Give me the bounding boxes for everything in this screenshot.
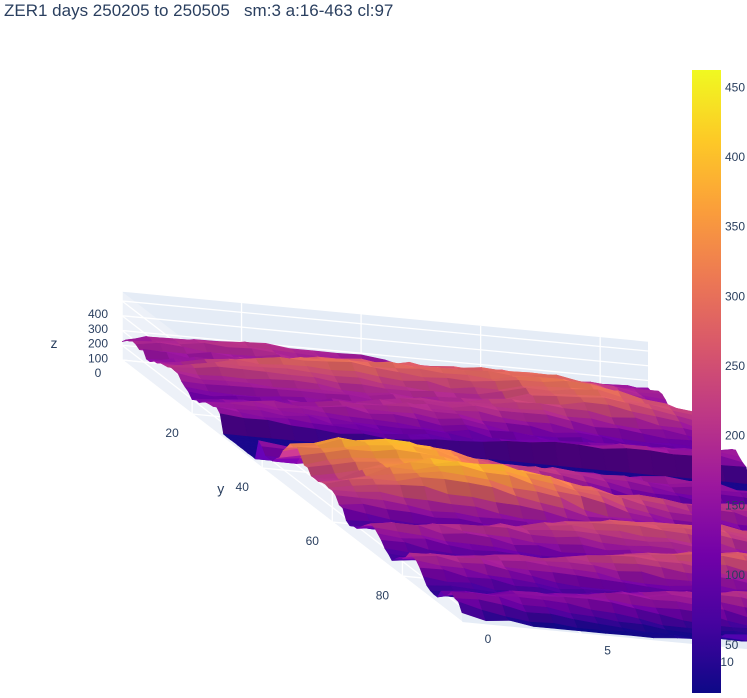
surface-cell [730, 509, 747, 518]
surface-cell [506, 440, 535, 465]
surface-cell [727, 620, 747, 629]
surface-cell [409, 390, 439, 398]
surface-cell [731, 538, 747, 552]
surface-cell [730, 627, 747, 634]
y-tick-label: 40 [236, 480, 250, 494]
surface-cell [724, 481, 747, 487]
surface-cell [437, 418, 467, 427]
surface-cell [591, 522, 621, 532]
x-tick-label: 10 [720, 655, 734, 669]
colorbar: 50 100 150 200 250 300 350 400 450 [692, 70, 745, 693]
x-tick-label: 0 [485, 632, 492, 646]
z-tick-label: 200 [88, 337, 108, 351]
surface-cell [729, 484, 747, 489]
surface-cell [194, 366, 223, 377]
surface-cell [722, 555, 747, 573]
z-tick-label: 0 [95, 366, 102, 380]
colorbar-tick-label: 50 [725, 638, 739, 652]
surface-cell [727, 503, 747, 512]
colorbar-tick-label: 250 [725, 359, 745, 373]
y-tick-label: 60 [306, 534, 320, 548]
y-tick-label: 80 [376, 588, 390, 602]
surface-cell [737, 592, 747, 600]
surface-cell [721, 524, 747, 536]
surface-cell [740, 597, 747, 609]
x-tick-label: 5 [604, 644, 611, 658]
surface-cell [744, 607, 747, 615]
surface-cell [739, 552, 747, 557]
z-gridline [121, 315, 649, 367]
surface-cell [736, 490, 747, 494]
surface-cell [352, 484, 381, 493]
surface-cell [327, 361, 356, 372]
surface-cell [626, 448, 655, 476]
surface-cell [739, 492, 747, 499]
colorbar-tick-label: 100 [725, 568, 745, 582]
surface-cell [578, 444, 607, 472]
colorbar-tick-label: 200 [725, 429, 745, 443]
surface-cell [551, 529, 580, 538]
surface-cell [725, 531, 747, 540]
surface-cell [733, 579, 747, 591]
surface-cell [255, 357, 285, 366]
surface-cell [610, 555, 639, 565]
surface-cell [656, 524, 686, 529]
surface-mesh[interactable] [121, 336, 747, 666]
colorbar-gradient [692, 70, 721, 693]
axes: 05101520x20406080y0100200300400z [51, 307, 735, 669]
colorbar-tick-label: 150 [725, 498, 745, 512]
colorbar-tick-label: 450 [725, 80, 745, 94]
surface-cell [372, 449, 401, 460]
surface-cell [720, 602, 747, 618]
surface-cell [553, 432, 583, 439]
surface-cell [723, 609, 747, 627]
z-gridline [121, 329, 649, 382]
surface-cell [554, 441, 583, 470]
z-wall-gridline [121, 359, 463, 623]
y-axis-title: y [217, 481, 224, 497]
z-gridline [121, 300, 649, 352]
surface-cell [734, 512, 747, 527]
surface-cell [243, 418, 272, 440]
y-tick-label: 20 [165, 426, 179, 440]
surface-cell [482, 440, 511, 462]
z-wall-gridline [121, 344, 463, 608]
surface-cell [375, 458, 405, 463]
z-axis-title: z [51, 335, 58, 351]
colorbar-tick-label: 400 [725, 150, 745, 164]
surface-cell [602, 448, 631, 474]
surface-cell [530, 441, 559, 467]
surface-cell [650, 450, 679, 478]
surface-cell [526, 612, 555, 624]
colorbar-tick-label: 300 [725, 289, 745, 303]
z-tick-label: 100 [88, 351, 108, 365]
z-tick-label: 400 [88, 307, 108, 321]
chart-title: ZER1 days 250205 to 250505 sm:3 a:16-463… [4, 1, 394, 20]
surface-cell [742, 555, 747, 562]
surface-cell [558, 544, 587, 554]
z-tick-label: 300 [88, 322, 108, 336]
surface-cell [728, 533, 747, 543]
surface-cell [252, 387, 282, 398]
surface-cell [554, 536, 583, 546]
surface-cell [720, 634, 747, 641]
surface-cell [737, 524, 747, 532]
surface-cell [613, 563, 642, 573]
surface-cell [721, 465, 747, 485]
colorbar-tick-label: 350 [725, 220, 745, 234]
surface-cell [729, 575, 747, 584]
surface-cell [515, 402, 545, 411]
surface-cell [731, 486, 747, 492]
